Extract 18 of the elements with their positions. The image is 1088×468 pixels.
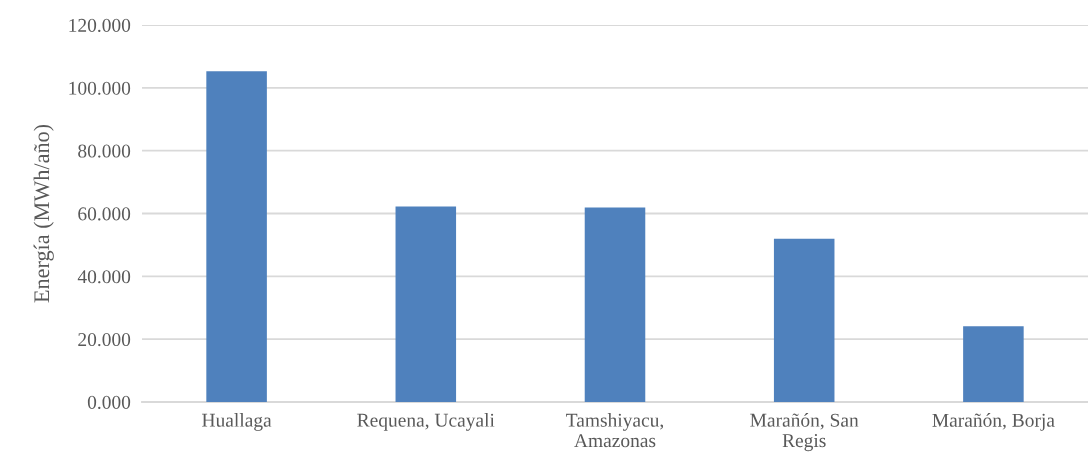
- y-tick-label: 0.000: [87, 395, 131, 410]
- bar: [773, 238, 835, 402]
- y-tick-label: 40.000: [77, 270, 131, 284]
- y-tick-label: 20.000: [78, 332, 131, 347]
- bar: [963, 326, 1024, 402]
- y-tick-label: 80.000: [78, 144, 131, 158]
- x-tick-label: Marañón, San Regis: [750, 413, 859, 452]
- x-tick-label: Huallaga: [202, 413, 272, 431]
- bar: [206, 71, 267, 402]
- y-tick-label: 120.000: [69, 18, 131, 33]
- y-tick-label: 100.000: [69, 81, 131, 95]
- y-tick-label: 60.000: [78, 207, 131, 221]
- y-axis-title: Energía (MWh/año): [33, 124, 54, 303]
- bar: [584, 207, 646, 402]
- x-tick-label: Requena, Ucayali: [357, 413, 495, 431]
- x-tick-label: Tamshiyacu, Amazonas: [566, 413, 664, 448]
- bar: [395, 206, 457, 402]
- x-tick-label: Marañón, Borja: [932, 413, 1055, 431]
